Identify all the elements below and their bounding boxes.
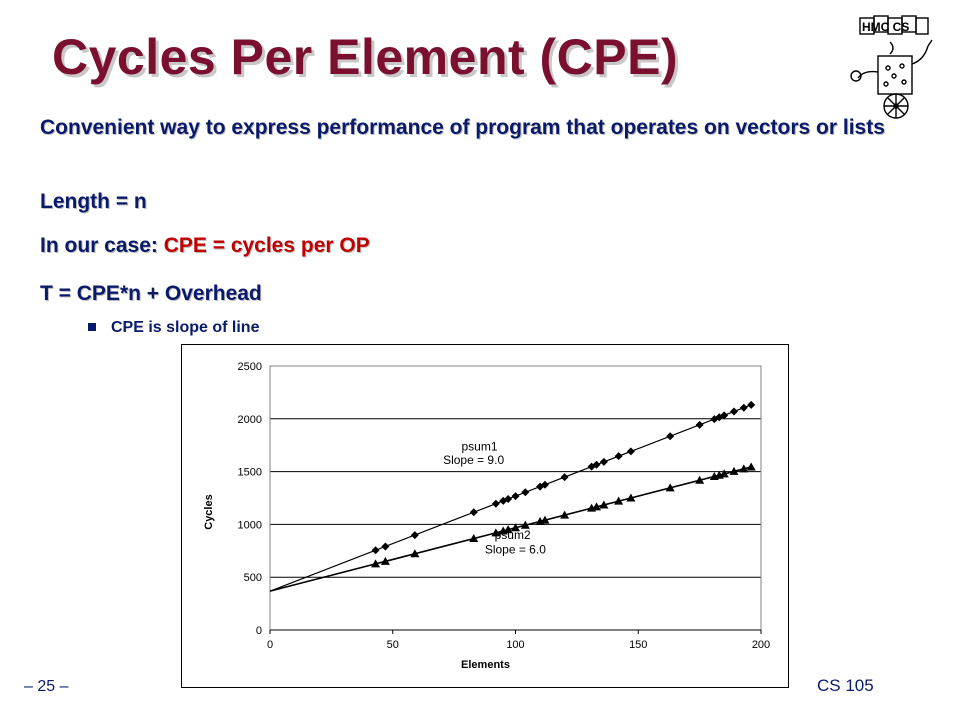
y-tick-label-0: 0 [256, 625, 262, 637]
psum1-point [626, 447, 635, 456]
chart-svg: 0 500 1000 1500 2000 2500 0 50 100 150 200 Elements… [203, 361, 770, 671]
psum2-point [695, 475, 705, 484]
y-tick-label-500: 500 [244, 572, 262, 584]
psum1-point [381, 542, 390, 551]
psum2-point [410, 549, 420, 558]
psum2-point [729, 466, 739, 475]
psum1-point [560, 473, 569, 482]
psum1-point [666, 432, 675, 441]
psum1-point [739, 403, 748, 412]
psum1-point [720, 411, 729, 420]
y-axis-label: Cycles [203, 494, 215, 529]
psum1-point [521, 488, 530, 497]
hmc-cs-logo: HMC CS [850, 15, 933, 119]
bullet-length: Length = n [40, 190, 147, 213]
logo-text: HMC CS [862, 20, 909, 34]
psum2-point [520, 520, 530, 529]
psum1-point [540, 480, 549, 489]
sub-bullet-slope: CPE is slope of line [88, 319, 259, 337]
x-tick-label-150: 150 [629, 639, 647, 651]
psum1-point [491, 499, 500, 508]
psum2-point [665, 483, 675, 492]
x-tick-label-200: 200 [752, 639, 770, 651]
psum1-point [511, 492, 520, 501]
cpe-chart: 0 500 1000 1500 2000 2500 0 50 100 150 200 Elements… [181, 344, 789, 688]
sub-bullet-text: CPE is slope of line [111, 319, 260, 336]
bullet-formula: T = CPE*n + Overhead [40, 282, 262, 305]
x-tick-label-100: 100 [506, 639, 524, 651]
bullet-our-case: In our case: CPE = cycles per OP [40, 232, 370, 260]
psum1-point [695, 420, 704, 429]
psum1-point [410, 531, 419, 540]
psum2-point [380, 556, 390, 565]
slide-number: – 25 – [24, 678, 69, 695]
x-axis-label: Elements [461, 659, 510, 671]
x-tick-label-50: 50 [387, 639, 399, 651]
psum2-point [560, 510, 570, 519]
psum2-point [599, 500, 609, 509]
psum1-point [710, 415, 719, 424]
psum1-name-label: psum1 [461, 439, 497, 453]
psum1-point [599, 457, 608, 466]
logo-drawing: HMC CS [850, 15, 933, 119]
bullet-convenient: Convenient way to express performance of… [40, 116, 885, 139]
psum2-point [371, 559, 381, 568]
psum1-point [592, 460, 601, 469]
square-bullet-icon [88, 322, 96, 331]
psum1-point [614, 452, 623, 461]
bullet-our-case-prefix: In our case: [40, 234, 164, 257]
psum2-point [626, 493, 636, 502]
bullet-cpe-highlight: CPE = cycles per OP [163, 234, 370, 257]
psum2-slope-label: Slope = 6.0 [485, 542, 546, 556]
course-label: CS 105 [817, 676, 874, 695]
psum2-point [491, 528, 501, 537]
psum1-point [747, 400, 756, 409]
psum2-point [503, 525, 513, 534]
x-tick-label-0: 0 [267, 639, 273, 651]
y-tick-label-1000: 1000 [238, 519, 262, 531]
psum2-point [540, 515, 550, 524]
psum2-name-label: psum2 [495, 528, 531, 542]
psum2-point [592, 502, 602, 511]
psum2-point [746, 462, 756, 471]
psum1-slope-label: Slope = 9.0 [443, 453, 504, 467]
psum2-point [511, 523, 520, 532]
y-tick-label-2500: 2500 [238, 361, 262, 373]
psum2-point [739, 464, 749, 473]
psum1-point [371, 546, 380, 555]
psum1-point [504, 494, 513, 503]
psum2-point [614, 496, 624, 505]
psum1-point [729, 407, 738, 416]
psum1-point [469, 508, 478, 517]
y-tick-label-2000: 2000 [238, 414, 262, 426]
slide-title: Cycles Per Element (CPE) [52, 29, 679, 85]
psum2-point [469, 534, 479, 543]
psum2-point [719, 469, 729, 478]
y-tick-label-1500: 1500 [238, 467, 262, 479]
